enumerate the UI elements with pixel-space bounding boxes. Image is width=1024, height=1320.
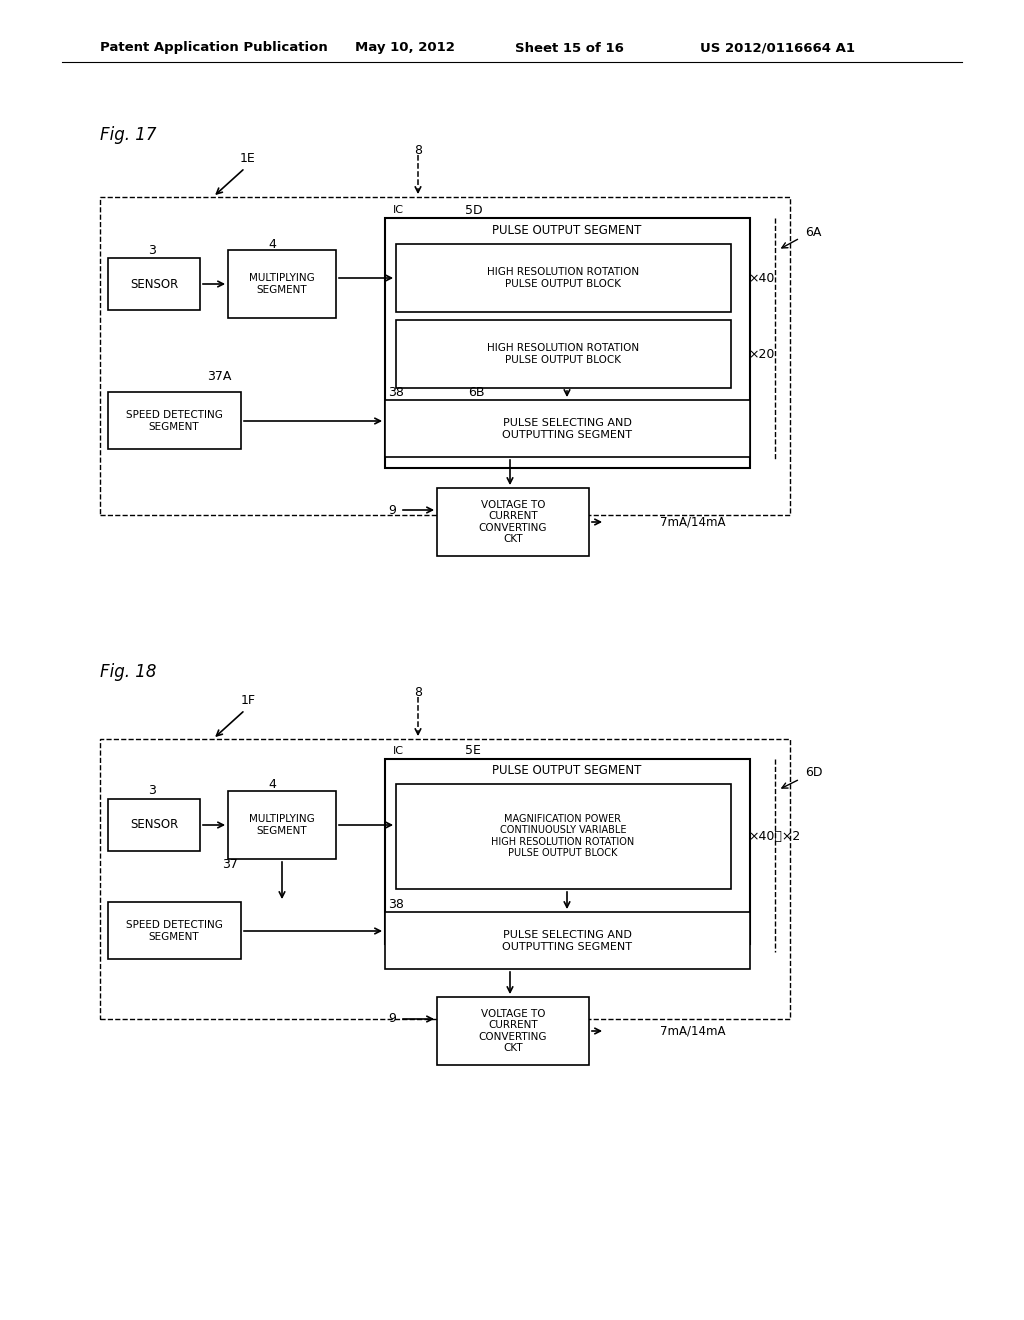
Text: MULTIPLYING
SEGMENT: MULTIPLYING SEGMENT (249, 273, 314, 294)
Bar (385, 218, 750, 469)
Text: 1F: 1F (241, 693, 256, 706)
Text: 6A: 6A (805, 226, 821, 239)
Bar (385, 400, 750, 457)
Bar (100, 197, 790, 515)
Bar (396, 244, 731, 312)
Bar (108, 799, 200, 851)
Text: 37: 37 (222, 858, 238, 871)
Text: MAGNIFICATION POWER
CONTINUOUSLY VARIABLE
HIGH RESOLUTION ROTATION
PULSE OUTPUT : MAGNIFICATION POWER CONTINUOUSLY VARIABL… (492, 813, 635, 858)
Bar (228, 791, 336, 859)
Text: 9: 9 (388, 1012, 396, 1026)
Text: VOLTAGE TO
CURRENT
CONVERTING
CKT: VOLTAGE TO CURRENT CONVERTING CKT (479, 499, 547, 544)
Text: PULSE SELECTING AND
OUTPUTTING SEGMENT: PULSE SELECTING AND OUTPUTTING SEGMENT (502, 418, 632, 440)
Bar (396, 784, 731, 888)
Text: Sheet 15 of 16: Sheet 15 of 16 (515, 41, 624, 54)
Text: SPEED DETECTING
SEGMENT: SPEED DETECTING SEGMENT (126, 411, 222, 432)
Text: 7mA/14mA: 7mA/14mA (660, 516, 725, 528)
Text: PULSE OUTPUT SEGMENT: PULSE OUTPUT SEGMENT (493, 764, 642, 777)
Text: 3: 3 (148, 784, 156, 797)
Text: 5E: 5E (465, 744, 481, 758)
Bar (385, 759, 750, 944)
Text: 5D: 5D (465, 203, 482, 216)
Text: 4: 4 (268, 779, 275, 792)
Bar (108, 257, 200, 310)
Text: ×20: ×20 (748, 347, 774, 360)
Text: SPEED DETECTING
SEGMENT: SPEED DETECTING SEGMENT (126, 920, 222, 941)
Text: 1E: 1E (240, 152, 256, 165)
Text: 38: 38 (388, 387, 403, 400)
Bar (108, 902, 241, 960)
Text: MULTIPLYING
SEGMENT: MULTIPLYING SEGMENT (249, 814, 314, 836)
Text: ×40: ×40 (748, 272, 774, 285)
Text: IC: IC (393, 746, 404, 756)
Text: 3: 3 (148, 243, 156, 256)
Text: 38: 38 (388, 898, 403, 911)
Text: 8: 8 (414, 686, 422, 700)
Text: ×40～×2: ×40～×2 (748, 829, 800, 842)
Text: PULSE OUTPUT SEGMENT: PULSE OUTPUT SEGMENT (493, 224, 642, 238)
Text: 6D: 6D (805, 766, 822, 779)
Bar (108, 392, 241, 449)
Text: IC: IC (393, 205, 404, 215)
Text: 4: 4 (268, 238, 275, 251)
Text: HIGH RESOLUTION ROTATION
PULSE OUTPUT BLOCK: HIGH RESOLUTION ROTATION PULSE OUTPUT BL… (487, 343, 639, 364)
Text: May 10, 2012: May 10, 2012 (355, 41, 455, 54)
Text: PULSE SELECTING AND
OUTPUTTING SEGMENT: PULSE SELECTING AND OUTPUTTING SEGMENT (502, 931, 632, 952)
Text: US 2012/0116664 A1: US 2012/0116664 A1 (700, 41, 855, 54)
Text: VOLTAGE TO
CURRENT
CONVERTING
CKT: VOLTAGE TO CURRENT CONVERTING CKT (479, 1008, 547, 1053)
Text: Fig. 18: Fig. 18 (100, 663, 157, 681)
Text: SENSOR: SENSOR (130, 277, 178, 290)
Text: 8: 8 (414, 144, 422, 157)
Text: 37A: 37A (207, 371, 231, 384)
Bar (437, 488, 589, 556)
Text: Fig. 17: Fig. 17 (100, 125, 157, 144)
Bar (100, 739, 790, 1019)
Text: 7mA/14mA: 7mA/14mA (660, 1024, 725, 1038)
Text: 6B: 6B (468, 387, 484, 400)
Text: 9: 9 (388, 503, 396, 516)
Text: HIGH RESOLUTION ROTATION
PULSE OUTPUT BLOCK: HIGH RESOLUTION ROTATION PULSE OUTPUT BL… (487, 267, 639, 289)
Bar (385, 912, 750, 969)
Bar (437, 997, 589, 1065)
Text: SENSOR: SENSOR (130, 818, 178, 832)
Bar (396, 319, 731, 388)
Text: Patent Application Publication: Patent Application Publication (100, 41, 328, 54)
Bar (228, 249, 336, 318)
